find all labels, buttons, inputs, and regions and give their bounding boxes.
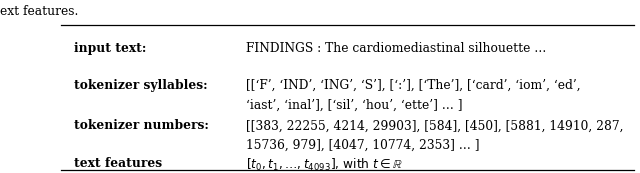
Text: [$t_0, t_1, \ldots, t_{4093}$], with $t \in \mathbb{R}$: [$t_0, t_1, \ldots, t_{4093}$], with $t …: [246, 157, 404, 173]
Text: input text:: input text:: [74, 42, 146, 54]
Text: tokenizer syllables:: tokenizer syllables:: [74, 79, 207, 92]
Text: text features: text features: [74, 157, 162, 170]
Text: 15736, 979], [4047, 10774, 2353] … ]: 15736, 979], [4047, 10774, 2353] … ]: [246, 139, 480, 152]
Text: tokenizer numbers:: tokenizer numbers:: [74, 119, 209, 132]
Text: ‘iast’, ‘inal’], [‘sil’, ‘hou’, ‘ette’] … ]: ‘iast’, ‘inal’], [‘sil’, ‘hou’, ‘ette’] …: [246, 99, 463, 112]
Text: [[‘F’, ‘IND’, ‘ING’, ‘S’], [‘:’], [‘The’], [‘card’, ‘iom’, ‘ed’,: [[‘F’, ‘IND’, ‘ING’, ‘S’], [‘:’], [‘The’…: [246, 79, 581, 92]
Text: FINDINGS : The cardiomediastinal silhouette …: FINDINGS : The cardiomediastinal silhoue…: [246, 42, 547, 54]
Text: [[383, 22255, 4214, 29903], [584], [450], [5881, 14910, 287,: [[383, 22255, 4214, 29903], [584], [450]…: [246, 119, 624, 132]
Text: ext features.: ext features.: [0, 5, 78, 18]
